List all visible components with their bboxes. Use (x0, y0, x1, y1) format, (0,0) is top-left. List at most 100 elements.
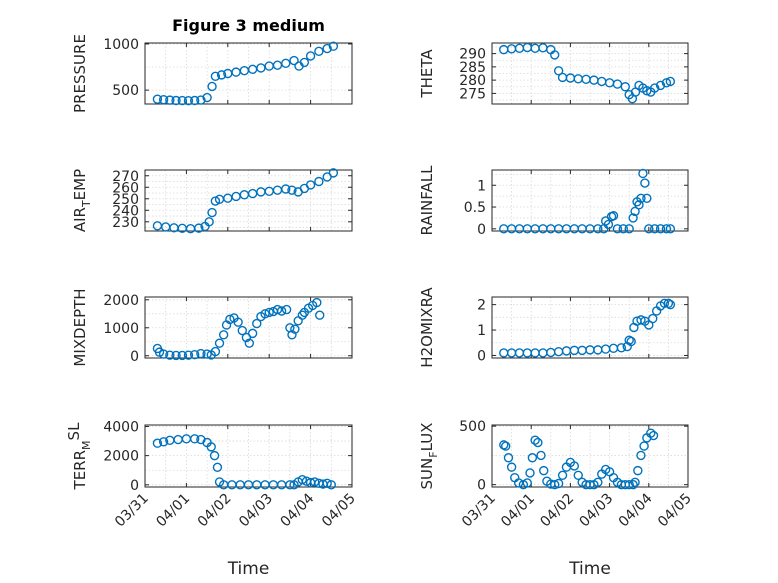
x-tick-label: 03/31 (112, 491, 152, 531)
data-point (196, 95, 206, 105)
x-tick-label: 04/04 (616, 490, 656, 530)
y-tick-label: 260 (112, 180, 139, 196)
y-tick-label: 0.5 (464, 200, 486, 216)
data-point (305, 51, 316, 61)
data-point (525, 468, 535, 478)
data-point (636, 193, 646, 204)
y-tick-label: 500 (459, 419, 486, 435)
axes-frame (144, 42, 353, 105)
y-tick-label: 2000 (103, 293, 139, 309)
x-tick-label: 04/01 (153, 491, 193, 531)
data-point (501, 441, 511, 451)
data-point (207, 207, 217, 218)
data-point (210, 196, 221, 206)
x-tick-label: 04/05 (319, 491, 359, 531)
data-point (152, 438, 163, 448)
data-point (506, 462, 517, 472)
data-point (287, 185, 297, 195)
data-point (593, 224, 603, 234)
data-point (322, 478, 332, 489)
x-tick-label: 04/03 (577, 491, 617, 531)
y-axis-label: TERRMSL (65, 422, 93, 491)
data-point (247, 328, 258, 339)
y-axis-label: SUNFLUX (418, 423, 440, 490)
data-point (624, 479, 634, 490)
data-point (183, 95, 194, 106)
data-point (608, 211, 619, 221)
data-point (241, 332, 252, 343)
data-point (158, 437, 169, 447)
y-tick-label: 4000 (103, 419, 139, 435)
subplot-7: 0 2000 4000 TERRMSL 03/31 04/01 04/02 04/03 04/0… (65, 419, 359, 579)
data-point (183, 350, 194, 360)
data-point (189, 434, 200, 444)
data-point (189, 95, 200, 106)
data-point (152, 94, 163, 104)
data-point (644, 224, 654, 234)
subplot-6: 0 1 2 H2OMIXRA (418, 287, 689, 368)
data-point (624, 224, 634, 234)
data-point (210, 346, 221, 357)
axes-frame (491, 169, 689, 232)
data-point (636, 315, 646, 325)
x-tick-label: 04/02 (195, 491, 235, 531)
y-tick-label: 240 (112, 203, 139, 219)
x-tick-label: 04/02 (537, 491, 577, 531)
data-point (639, 441, 649, 451)
y-tick-label: 2000 (103, 449, 139, 465)
y-tick-label: 1000 (103, 321, 139, 337)
data-point (539, 465, 549, 476)
data-point (642, 193, 652, 204)
data-point (655, 224, 666, 234)
data-point (276, 306, 287, 316)
data-point (593, 477, 603, 488)
data-point (638, 168, 648, 179)
y-axis-label: AIRTEMP (71, 169, 93, 232)
data-point (550, 479, 560, 490)
plot-area (491, 424, 689, 488)
data-point (281, 58, 291, 69)
data-point (569, 461, 580, 471)
data-point (289, 55, 299, 66)
data-point (312, 297, 322, 308)
y-tick-label: 0 (130, 478, 139, 494)
data-point (649, 83, 660, 93)
x-tick-label: 04/03 (236, 491, 276, 531)
data-point (171, 95, 181, 106)
y-tick-label: 280 (459, 73, 486, 89)
y-tick-label: 275 (459, 86, 486, 102)
data-point (233, 317, 243, 327)
data-point (177, 95, 187, 106)
data-point (553, 478, 564, 489)
data-point (218, 330, 229, 340)
data-point (626, 336, 636, 347)
data-point (326, 480, 336, 490)
data-point (530, 435, 540, 445)
data-point (158, 94, 169, 105)
data-point (624, 335, 634, 345)
data-point (225, 314, 235, 325)
data-point (499, 440, 509, 450)
data-point (630, 477, 640, 488)
data-point (616, 343, 627, 353)
y-tick-label: 230 (112, 215, 139, 231)
data-point (618, 224, 629, 234)
data-point (216, 70, 227, 80)
data-point (204, 217, 214, 227)
data-point (252, 318, 262, 329)
data-point (237, 325, 247, 336)
data-point (663, 298, 674, 309)
axes-frame (491, 42, 689, 105)
data-point (272, 304, 283, 315)
x-axis-label: Time (227, 559, 270, 579)
data-point (264, 307, 274, 318)
axes-frame (491, 296, 689, 359)
data-point (503, 453, 514, 463)
data-point (209, 450, 220, 461)
data-point (171, 350, 181, 361)
data-point (648, 313, 658, 324)
data-point (310, 477, 320, 487)
data-point (314, 176, 324, 187)
data-point (315, 310, 325, 320)
